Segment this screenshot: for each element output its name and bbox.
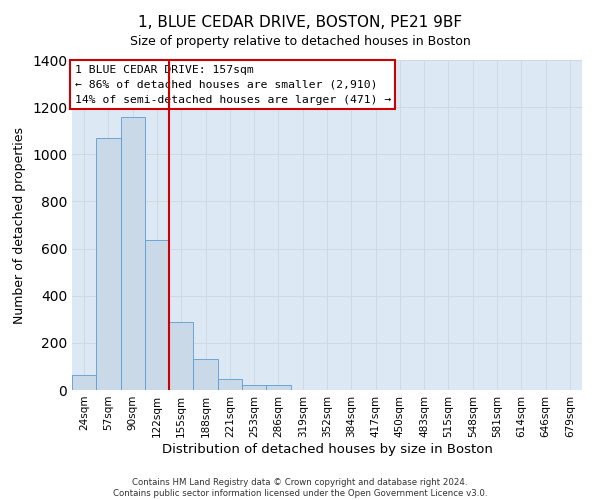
Bar [193,360,218,390]
Bar [72,374,96,390]
Text: Contains HM Land Registry data © Crown copyright and database right 2024.
Contai: Contains HM Land Registry data © Crown c… [113,478,487,498]
Bar [218,379,242,390]
Text: Size of property relative to detached houses in Boston: Size of property relative to detached ho… [130,35,470,48]
Text: 1, BLUE CEDAR DRIVE, BOSTON, PE21 9BF: 1, BLUE CEDAR DRIVE, BOSTON, PE21 9BF [138,15,462,30]
Bar [169,322,193,390]
X-axis label: Distribution of detached houses by size in Boston: Distribution of detached houses by size … [161,442,493,456]
Bar [121,116,145,390]
Bar [242,386,266,390]
Bar [145,240,169,390]
Bar [96,138,121,390]
Bar [266,386,290,390]
Text: 1 BLUE CEDAR DRIVE: 157sqm
← 86% of detached houses are smaller (2,910)
14% of s: 1 BLUE CEDAR DRIVE: 157sqm ← 86% of deta… [74,65,391,104]
Y-axis label: Number of detached properties: Number of detached properties [13,126,26,324]
